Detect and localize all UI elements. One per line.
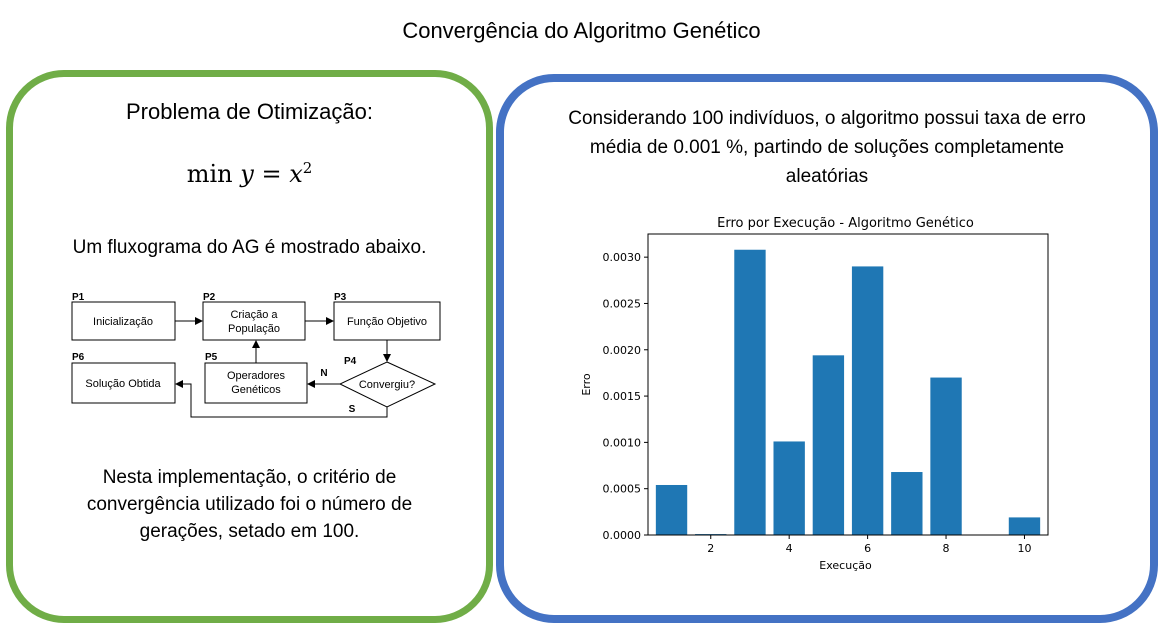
formula-op: min — [186, 160, 233, 188]
p4-id: P4 — [344, 356, 357, 367]
bar-5 — [812, 355, 845, 535]
p1-label: Inicialização — [93, 316, 153, 328]
x-tick-label: 6 — [864, 542, 871, 555]
formula-var: y — [240, 160, 254, 188]
p2-label-line-2: População — [228, 323, 280, 335]
y-tick-label: 0.0025 — [603, 297, 642, 310]
formula-exp: 2 — [302, 159, 313, 177]
x-axis-label: Execução — [819, 559, 872, 572]
formula: min y = x2 — [13, 159, 486, 188]
bar-1 — [655, 484, 688, 535]
formula-eq: = — [261, 160, 282, 188]
flowchart-intro: Um fluxograma do AG é mostrado abaixo. — [72, 237, 427, 258]
x-tick-label: 2 — [707, 542, 714, 555]
y-tick-label: 0.0030 — [603, 251, 642, 264]
p4-label: Convergiu? — [359, 379, 415, 391]
p6-label: Solução Obtida — [85, 378, 161, 390]
p5-label-line-2: Genéticos — [231, 384, 281, 396]
description-line-2: média de 0.001 %, partindo de soluções c… — [589, 137, 1065, 158]
bar-6 — [851, 266, 884, 535]
p2-label-line-1: Criação a — [230, 309, 278, 321]
bar-chart: Erro por Execução - Algoritmo Genético 0… — [580, 216, 1049, 572]
x-tick-label: 8 — [943, 542, 950, 555]
edge-label-no: N — [320, 368, 327, 379]
p2-box — [202, 301, 306, 341]
page-title: Convergência do Algoritmo Genético — [402, 18, 761, 43]
x-tick-label: 4 — [786, 542, 793, 555]
bar-7 — [891, 472, 923, 535]
p5-id: P5 — [205, 352, 218, 363]
p1-id: P1 — [72, 292, 85, 303]
edge-p4-p6 — [175, 380, 388, 418]
p1-box — [71, 301, 176, 341]
p6-id: P6 — [72, 352, 85, 363]
p5-box — [204, 362, 308, 404]
p3-id: P3 — [334, 292, 347, 303]
description-line-3: aleatórias — [785, 166, 869, 187]
chart-title: Erro por Execução - Algoritmo Genético — [717, 216, 974, 231]
problem-title: Problema de Otimização: — [126, 99, 373, 124]
flowchart: P1 Inicialização P2 Criação a População … — [71, 292, 441, 418]
left-panel: Problema de Otimização: min y = x2 Um fl… — [6, 70, 493, 623]
formula-base: x — [289, 160, 303, 188]
y-tick-label: 0.0000 — [603, 529, 642, 542]
bar-10 — [1008, 517, 1041, 535]
convergence-note: Nesta implementação, o critério de conve… — [13, 464, 486, 545]
p5-label-line-1: Operadores — [227, 370, 286, 382]
description-line-1: Considerando 100 indivíduos, o algoritmo… — [568, 108, 1086, 129]
bar-3 — [734, 249, 766, 535]
edge-label-yes: S — [349, 404, 356, 415]
y-tick-label: 0.0010 — [603, 436, 642, 449]
y-tick-label: 0.0020 — [603, 344, 642, 357]
convergence-note-line-1: Nesta implementação, o critério de — [102, 467, 397, 488]
plot-frame — [647, 233, 1049, 536]
p3-label: Função Objetivo — [347, 316, 427, 328]
y-tick-label: 0.0005 — [603, 483, 642, 496]
convergence-note-line-3: gerações, setado em 100. — [139, 521, 360, 542]
convergence-note-line-2: convergência utilizado foi o número de — [86, 494, 413, 515]
x-tick-label: 10 — [1017, 542, 1031, 555]
y-tick-label: 0.0015 — [603, 390, 642, 403]
p3-box — [333, 301, 441, 341]
bar-4 — [773, 441, 805, 535]
description: Considerando 100 indivíduos, o algoritmo… — [534, 104, 1120, 191]
p2-id: P2 — [203, 292, 216, 303]
bar-8 — [930, 377, 962, 535]
y-axis-label: Erro — [580, 373, 593, 396]
